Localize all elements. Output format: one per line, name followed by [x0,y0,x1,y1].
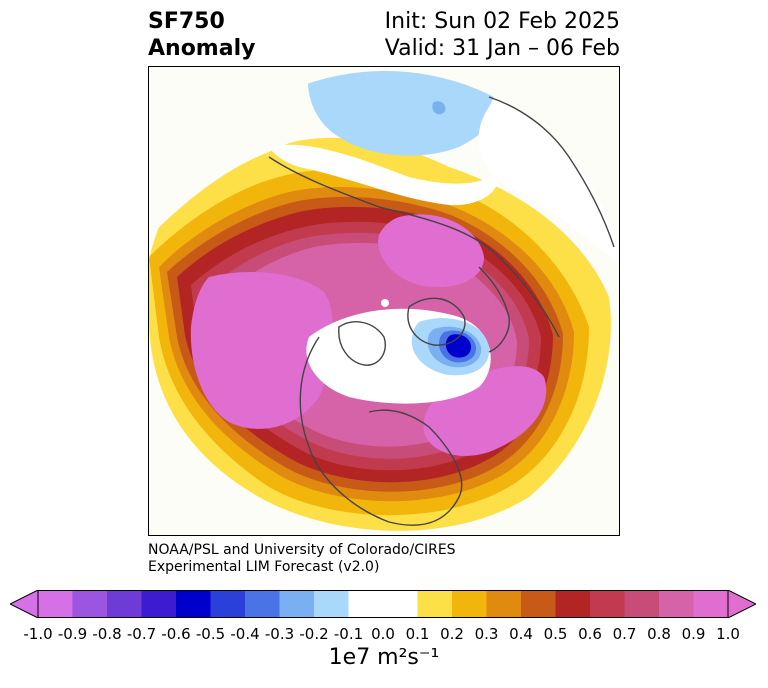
coast-europe [478,266,510,353]
colorbar-outline [37,590,729,618]
north-pole-marker [381,299,389,307]
colorbar-bin [348,590,384,618]
colorbar-bin [210,590,246,618]
coast-asia-east [488,96,615,248]
colorbar-tick-label: 0.3 [474,625,499,643]
init-date: Init: Sun 02 Feb 2025 [384,9,620,34]
coast-eurasia [268,156,560,338]
colorbar-bin [659,590,694,618]
colorbar-ticks: -1.0 -0.9 -0.8 -0.7 -0.6 -0.5 -0.4 -0.3 -0.2 -0.1… [0,625,768,645]
colorbar-tick-label: 0.8 [647,625,671,643]
colorbar [10,590,756,618]
contour-neg-top [307,71,510,156]
coast-greenland [407,297,466,346]
colorbar-tick-label: 0.2 [440,625,464,643]
colorbar-tick-label: -0.8 [92,625,122,643]
colorbar-tick-label: 0.7 [612,625,637,643]
colorbar-bin [176,590,211,618]
colorbar-bin [383,590,418,618]
colorbar-tick-label: -0.6 [161,625,191,643]
credit-line1: NOAA/PSL and University of Colorado/CIRE… [148,542,456,558]
colorbar-tick-label: 0.9 [681,625,706,643]
colorbar-tick-label: 0.0 [371,625,395,643]
colorbar-bin [555,590,591,618]
colorbar-tick-label: -0.3 [264,625,295,643]
contour-zero-north [269,144,500,206]
colorbar-bin [452,590,487,618]
title-right: Init: Sun 02 Feb 2025 Valid: 31 Jan – 06… [385,8,620,62]
colorbar-bin [417,590,453,618]
colorbar-extend-low [10,590,39,618]
colorbar-tick-label: -0.1 [333,625,364,643]
colorbar-tick-label: -0.4 [230,625,260,643]
contour-neg-top-inner [432,101,446,115]
coast-north-america [299,336,463,526]
anomaly-map [149,67,619,535]
map-panel [148,66,620,536]
colorbar-extend-high [727,590,756,618]
colorbar-tick-label: -0.9 [57,625,88,643]
colorbar-bin [590,590,625,618]
colorbar-tick-label: -0.2 [299,625,329,643]
coastlines [268,96,615,526]
colorbar-tick-label: 1.0 [716,625,740,643]
colorbar-bin [107,590,142,618]
colorbar-tick-label: 0.5 [543,625,568,643]
colorbar-tick-label: -0.7 [126,625,157,643]
colorbar-bin [245,590,280,618]
coast-arctic-islands [338,321,386,366]
anomaly-field [149,71,619,531]
title-left: SF750 Anomaly [148,8,255,62]
colorbar-bin [72,590,108,618]
colorbar-bin [693,590,729,618]
field-type: Anomaly [148,36,256,61]
colorbar-tick-label: 0.4 [509,625,533,643]
contour-0.9-north [378,214,484,288]
field-name: SF750 [148,9,225,34]
colorbar-tick-label: -1.0 [23,625,53,643]
colorbar-tick-label: -0.5 [195,625,226,643]
colorbar-tick-label: 0.1 [405,625,430,643]
colorbar-units: 1e7 m²s⁻¹ [328,645,440,670]
colorbar-bin [141,590,177,618]
colorbar-bin [279,590,315,618]
colorbar-bin [624,590,660,618]
colorbar-bin [314,590,349,618]
contour-0.9 [190,272,334,429]
credit-line2: Experimental LIM Forecast (v2.0) [148,559,380,575]
colorbar-tick-label: 0.6 [578,625,602,643]
colorbar-bin [486,590,522,618]
colorbar-bin [521,590,556,618]
credit-text: NOAA/PSL and University of Colorado/CIRE… [148,542,456,576]
colorbar-bin [38,590,73,618]
contour-neg-0.6 [445,334,471,358]
valid-range: Valid: 31 Jan – 06 Feb [384,36,620,61]
